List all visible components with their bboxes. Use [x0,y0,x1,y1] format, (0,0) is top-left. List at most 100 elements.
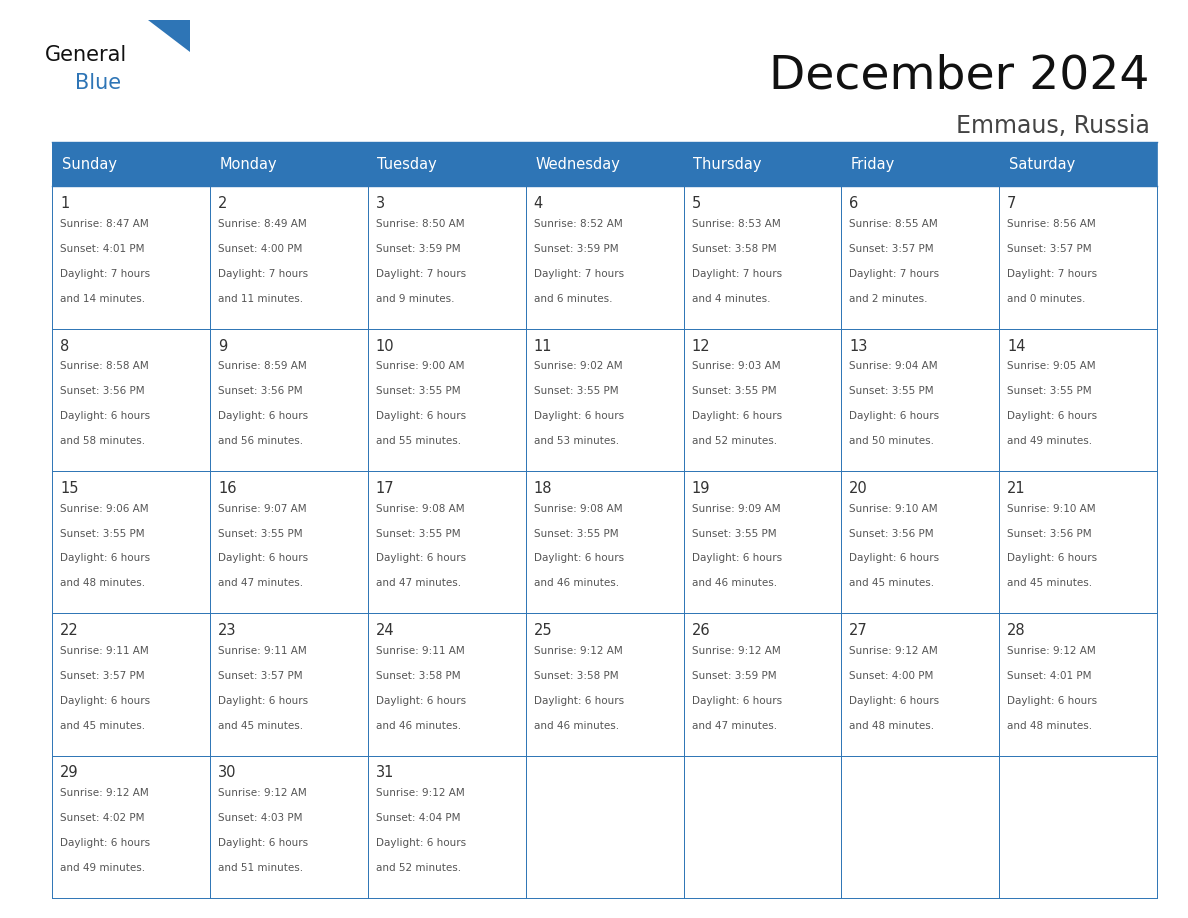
Text: Daylight: 7 hours: Daylight: 7 hours [375,269,466,279]
Text: 23: 23 [219,623,236,638]
Text: 3: 3 [375,196,385,211]
Bar [841,329,999,471]
Bar [526,613,683,756]
Bar [683,471,841,613]
Text: Sunrise: 9:12 AM: Sunrise: 9:12 AM [691,646,781,656]
Text: 17: 17 [375,481,394,496]
Text: 25: 25 [533,623,552,638]
Text: Daylight: 6 hours: Daylight: 6 hours [375,696,466,706]
Text: 13: 13 [849,339,867,353]
Bar [999,329,1157,471]
Text: and 6 minutes.: and 6 minutes. [533,294,612,304]
Text: Daylight: 6 hours: Daylight: 6 hours [1007,411,1098,421]
Text: Sunset: 3:57 PM: Sunset: 3:57 PM [849,244,934,254]
Text: 29: 29 [61,766,78,780]
Text: Sunrise: 8:58 AM: Sunrise: 8:58 AM [61,362,148,372]
Text: Sunrise: 9:12 AM: Sunrise: 9:12 AM [375,789,465,799]
Text: Daylight: 6 hours: Daylight: 6 hours [533,411,624,421]
Bar [999,613,1157,756]
Text: Daylight: 6 hours: Daylight: 6 hours [219,411,308,421]
Text: Sunset: 4:04 PM: Sunset: 4:04 PM [375,813,460,823]
Text: 6: 6 [849,196,859,211]
Text: Sunset: 3:55 PM: Sunset: 3:55 PM [533,386,618,397]
Text: Sunset: 3:55 PM: Sunset: 3:55 PM [219,529,303,539]
Bar [526,471,683,613]
Bar [52,329,210,471]
Bar [210,329,368,471]
Text: Daylight: 6 hours: Daylight: 6 hours [1007,696,1098,706]
Bar [52,613,210,756]
Text: 4: 4 [533,196,543,211]
Text: 14: 14 [1007,339,1025,353]
Text: Saturday: Saturday [1009,157,1075,172]
Text: Sunrise: 9:06 AM: Sunrise: 9:06 AM [61,504,148,514]
Text: 22: 22 [61,623,78,638]
Text: Daylight: 7 hours: Daylight: 7 hours [849,269,940,279]
Text: Sunset: 3:57 PM: Sunset: 3:57 PM [219,671,303,681]
Text: and 45 minutes.: and 45 minutes. [61,721,145,731]
Text: 9: 9 [219,339,227,353]
Text: Sunset: 3:58 PM: Sunset: 3:58 PM [691,244,776,254]
Text: Sunrise: 8:53 AM: Sunrise: 8:53 AM [691,219,781,230]
Text: and 50 minutes.: and 50 minutes. [849,436,934,446]
Bar [841,613,999,756]
Bar [841,756,999,898]
Bar [999,186,1157,329]
Bar [210,756,368,898]
Bar [526,186,683,329]
Text: Sunrise: 8:55 AM: Sunrise: 8:55 AM [849,219,939,230]
Bar [368,613,526,756]
Bar [52,142,210,186]
Text: Sunset: 4:00 PM: Sunset: 4:00 PM [849,671,934,681]
Bar [683,186,841,329]
Text: Sunrise: 9:12 AM: Sunrise: 9:12 AM [849,646,939,656]
Text: Sunset: 3:57 PM: Sunset: 3:57 PM [61,671,145,681]
Text: Friday: Friday [851,157,896,172]
Text: Sunset: 3:56 PM: Sunset: 3:56 PM [1007,529,1092,539]
Bar [999,142,1157,186]
Text: Daylight: 6 hours: Daylight: 6 hours [61,554,151,564]
Text: Daylight: 6 hours: Daylight: 6 hours [849,411,940,421]
Text: Blue: Blue [75,73,121,94]
Bar [999,756,1157,898]
Text: and 14 minutes.: and 14 minutes. [61,294,145,304]
Text: 1: 1 [61,196,69,211]
Text: 15: 15 [61,481,78,496]
Text: Sunset: 4:00 PM: Sunset: 4:00 PM [219,244,303,254]
Text: 24: 24 [375,623,394,638]
Text: 19: 19 [691,481,710,496]
Text: Sunrise: 9:03 AM: Sunrise: 9:03 AM [691,362,781,372]
Text: Sunrise: 9:12 AM: Sunrise: 9:12 AM [1007,646,1095,656]
Text: and 11 minutes.: and 11 minutes. [219,294,303,304]
Text: and 49 minutes.: and 49 minutes. [61,863,145,873]
Text: and 48 minutes.: and 48 minutes. [61,578,145,588]
Bar [841,186,999,329]
Text: Sunrise: 9:09 AM: Sunrise: 9:09 AM [691,504,781,514]
Text: and 46 minutes.: and 46 minutes. [533,578,619,588]
Text: Daylight: 7 hours: Daylight: 7 hours [691,269,782,279]
Text: and 51 minutes.: and 51 minutes. [219,863,303,873]
Bar [52,186,210,329]
Text: 18: 18 [533,481,552,496]
Text: and 4 minutes.: and 4 minutes. [691,294,770,304]
Text: Daylight: 6 hours: Daylight: 6 hours [375,554,466,564]
Text: Daylight: 6 hours: Daylight: 6 hours [219,554,308,564]
Bar [52,471,210,613]
Text: Sunset: 3:59 PM: Sunset: 3:59 PM [533,244,618,254]
Text: Daylight: 6 hours: Daylight: 6 hours [375,411,466,421]
Text: Daylight: 6 hours: Daylight: 6 hours [1007,554,1098,564]
Text: and 46 minutes.: and 46 minutes. [691,578,777,588]
Text: Sunrise: 9:11 AM: Sunrise: 9:11 AM [219,646,307,656]
Text: 21: 21 [1007,481,1025,496]
Text: Sunrise: 8:56 AM: Sunrise: 8:56 AM [1007,219,1095,230]
Text: Sunset: 3:59 PM: Sunset: 3:59 PM [691,671,776,681]
Bar [368,186,526,329]
Text: 31: 31 [375,766,394,780]
Text: and 45 minutes.: and 45 minutes. [219,721,303,731]
Bar [368,756,526,898]
Text: Sunrise: 9:08 AM: Sunrise: 9:08 AM [375,504,465,514]
Text: Daylight: 6 hours: Daylight: 6 hours [219,696,308,706]
Text: Sunset: 4:01 PM: Sunset: 4:01 PM [1007,671,1092,681]
Text: Daylight: 6 hours: Daylight: 6 hours [61,838,151,848]
Text: and 47 minutes.: and 47 minutes. [691,721,777,731]
